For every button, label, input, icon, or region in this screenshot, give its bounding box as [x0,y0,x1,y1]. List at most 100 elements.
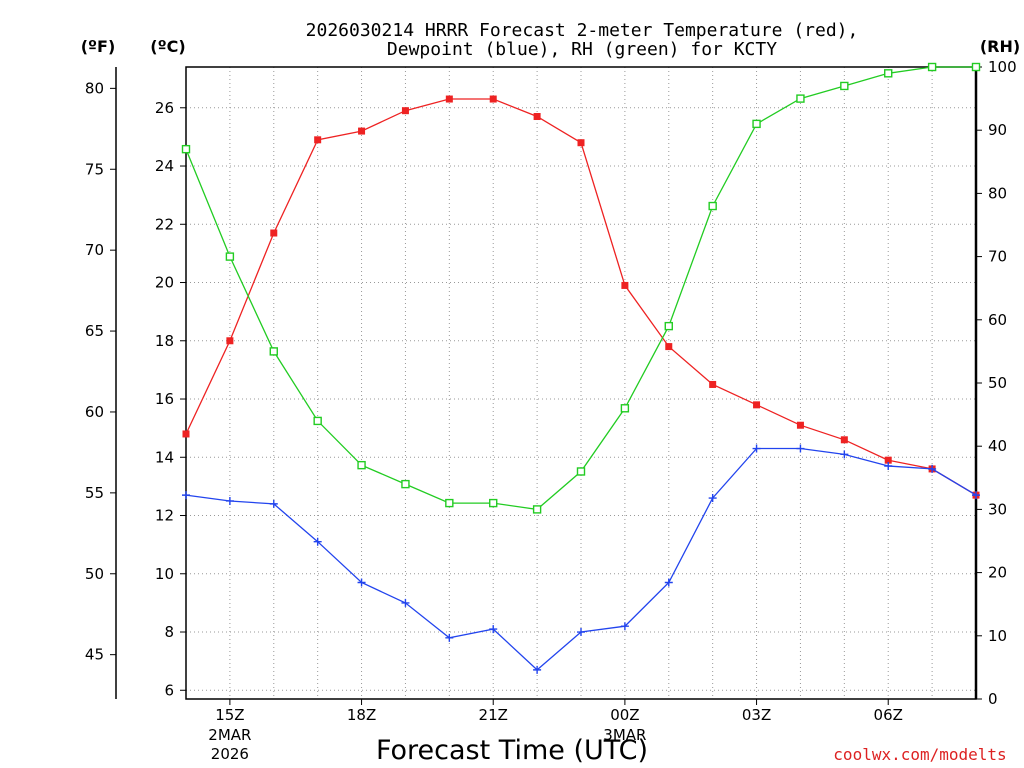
dewpoint-point [489,625,498,634]
x-tick-label: 21Z [479,706,508,724]
rh-point [357,460,366,470]
gridlines [186,67,976,699]
credit-text: coolwx.com/modelts [833,745,1006,764]
celsius-tick-label: 22 [155,215,174,233]
rh-tick-label: 50 [988,374,1007,392]
temperature-point [665,343,673,351]
dewpoint-point [708,494,717,503]
rh-point [884,69,893,78]
fahrenheit-tick-label: 75 [85,160,104,178]
fahrenheit-tick-label: 50 [85,565,104,583]
x-tick-label: 15Z [215,706,244,724]
rh-point [971,62,981,72]
rh-point [752,119,761,129]
celsius-tick-label: 12 [155,507,174,525]
x-tick-label: 03Z [742,706,771,724]
dewpoint-point [401,598,410,607]
temperature-point [182,430,190,438]
celsius-tick-label: 24 [155,157,174,175]
dewpoint-point [182,491,190,500]
temperature-point [358,127,366,135]
dewpoint-point [577,628,585,637]
temperature-point [577,139,585,147]
dewpoint-point [533,665,542,674]
dewpoint-point [269,499,278,508]
temperature-point [445,95,453,103]
temperature-point [621,281,629,289]
x-axis-title: Forecast Time (UTC) [376,735,648,766]
temperature-point [489,95,497,103]
rh-point [664,321,673,331]
temperature-point [709,380,717,388]
rh-point [489,498,498,508]
rh-tick-label: 30 [988,500,1007,518]
chart-title-line2: Dewpoint (blue), RH (green) for KCTY [387,39,777,60]
dewpoint-point [972,491,980,500]
dewpoint-point [445,633,454,642]
dewpoint-point [840,450,849,459]
dewpoint-point [752,444,761,453]
temperature-point [796,421,804,429]
temperature-point [533,113,541,121]
temperature-point [270,229,278,237]
rh-tick-label: 80 [988,184,1007,202]
fahrenheit-tick-label: 80 [85,79,104,97]
fahrenheit-tick-label: 60 [85,403,104,421]
fahrenheit-tick-label: 65 [85,322,104,340]
fahrenheit-tick-label: 70 [85,241,104,259]
rh-unit-label: (RH) [980,37,1020,56]
celsius-tick-label: 20 [155,274,174,292]
rh-tick-label: 40 [988,437,1007,455]
rh-point [796,94,805,103]
celsius-unit-label: (ºC) [150,37,185,56]
celsius-tick-label: 8 [164,623,174,641]
dewpoint-point [225,496,234,505]
celsius-tick-label: 26 [155,99,174,117]
rh-point [445,498,454,508]
temperature-point [884,456,892,464]
celsius-tick-label: 6 [164,681,174,699]
x-tick-label: 06Z [874,706,903,724]
dewpoint-point [884,462,893,471]
rh-tick-label: 70 [988,248,1007,266]
rh-tick-label: 60 [988,311,1007,329]
celsius-tick-label: 14 [155,448,174,466]
temperature-point [314,136,322,144]
rh-point [576,467,586,476]
temperature-point [401,107,409,115]
rh-point [840,81,849,91]
x-tick-year-label: 2026 [211,745,249,763]
x-tick-label: 00Z [610,706,639,724]
rh-point [620,404,630,413]
fahrenheit-tick-label: 55 [85,484,104,502]
rh-point [927,62,937,72]
celsius-tick-label: 10 [155,565,174,583]
rh-point [269,347,278,356]
x-tick-date-label: 3MAR [603,726,646,744]
chart-title-line1: 2026030214 HRRR Forecast 2-meter Tempera… [306,20,859,41]
rh-point [708,201,717,211]
rh-point [181,144,191,154]
rh-point [401,479,410,489]
dewpoint-point [313,537,322,546]
dewpoint-point [664,578,673,587]
dewpoint-point [796,444,805,453]
celsius-tick-label: 18 [155,332,174,350]
temperature-point [226,337,234,345]
rh-tick-label: 10 [988,627,1007,645]
series-layer [181,62,981,674]
rh-tick-label: 100 [988,58,1017,76]
dewpoint-point [928,464,937,473]
x-tick-label: 18Z [347,706,376,724]
dewpoint-point [357,578,366,587]
fahrenheit-tick-label: 45 [85,646,104,664]
celsius-tick-label: 16 [155,390,174,408]
rh-point [313,416,322,426]
rh-tick-label: 0 [988,690,998,708]
axes: 6 8 10 12 14 16 18 20 22 24 26 45 50 55 60 65 70 75 80 0 10 2… [85,58,1017,763]
rh-point [532,505,542,514]
rh-tick-label: 90 [988,121,1007,139]
temperature-point [840,436,848,444]
x-tick-date-label: 2MAR [208,726,251,744]
